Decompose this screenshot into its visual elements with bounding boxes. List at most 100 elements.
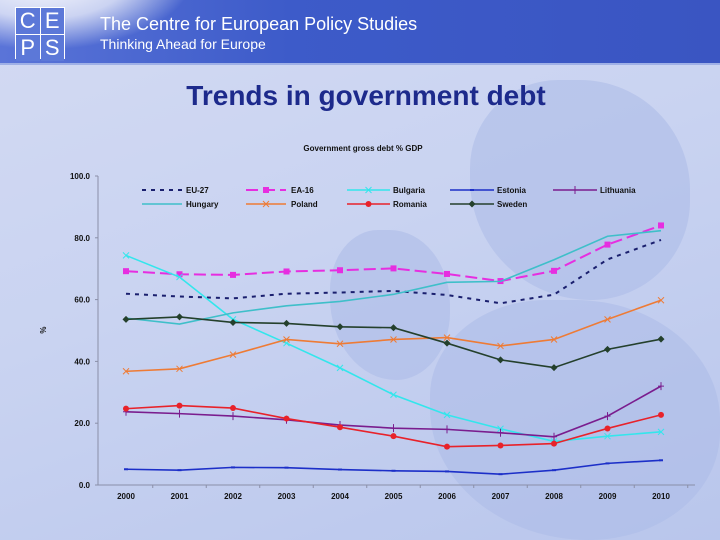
legend-label: Poland <box>291 200 318 209</box>
legend-label: Romania <box>393 200 427 209</box>
legend-item-eu-27: EU-27 <box>142 186 209 195</box>
sweden-marker <box>229 318 237 326</box>
poland-marker <box>604 316 611 323</box>
ea-16-marker <box>176 271 183 278</box>
ea-16-marker <box>337 267 343 274</box>
ea-16-marker <box>444 270 450 277</box>
sweden-marker <box>176 313 183 321</box>
lithuania-marker <box>658 382 664 391</box>
poland-marker <box>657 296 665 304</box>
estonia-line <box>125 459 662 475</box>
legend-item-sweden: Sweden <box>450 200 527 209</box>
x-tick-label: 2008 <box>545 492 563 501</box>
legend-label: Hungary <box>186 200 219 209</box>
legend-label: Estonia <box>497 186 526 195</box>
ea-16-marker <box>658 222 664 229</box>
ea-16-marker <box>123 268 129 275</box>
lithuania-marker <box>551 432 557 441</box>
lithuania-marker <box>176 409 183 418</box>
poland-marker <box>390 336 397 343</box>
legend-item-estonia: Estonia <box>450 186 526 195</box>
romania-marker <box>337 424 343 431</box>
legend-item-romania: Romania <box>347 200 427 209</box>
lithuania-marker <box>572 186 578 194</box>
logo-letter: C <box>16 8 40 34</box>
sweden-marker <box>390 324 397 332</box>
series-poland <box>122 296 665 375</box>
chart-title: Government gross debt % GDP <box>303 144 423 153</box>
legend-item-ea-16: EA-16 <box>246 186 314 195</box>
romania-marker <box>123 405 129 412</box>
sweden-marker <box>550 364 558 372</box>
x-tick-label: 2004 <box>331 492 349 501</box>
poland-marker <box>262 200 270 208</box>
ea-16-marker <box>283 268 290 275</box>
background-map-britain <box>330 230 450 380</box>
bulgaria-marker <box>176 273 183 281</box>
sweden-marker <box>336 323 344 331</box>
y-tick-label: 0.0 <box>79 481 91 490</box>
lithuania-marker <box>604 412 611 421</box>
legend-item-bulgaria: Bulgaria <box>347 186 426 195</box>
ea-16-marker <box>551 267 557 274</box>
poland-marker <box>283 336 290 343</box>
y-tick-label: 100.0 <box>70 172 91 181</box>
romania-marker <box>283 415 290 422</box>
romania-marker <box>365 201 372 207</box>
y-axis-label: % <box>39 326 48 333</box>
y-tick-label: 80.0 <box>74 234 90 243</box>
slide-title: Trends in government debt <box>186 80 546 111</box>
background-map-continent <box>430 300 720 540</box>
poland-marker <box>550 336 558 343</box>
lithuania-marker <box>497 428 504 437</box>
bulgaria-marker <box>122 252 130 259</box>
bulgaria-marker <box>497 425 504 433</box>
logo-letter: S <box>40 35 64 61</box>
x-tick-label: 2002 <box>224 492 242 501</box>
legend-label: EA-16 <box>291 186 314 195</box>
x-tick-label: 2001 <box>171 492 189 501</box>
y-tick-label: 20.0 <box>74 419 90 428</box>
romania-marker <box>551 440 557 447</box>
ceps-logo: C E P S <box>15 7 65 61</box>
x-tick-label: 2005 <box>385 492 403 501</box>
romania-marker <box>230 405 236 412</box>
y-tick-label: 60.0 <box>74 296 90 305</box>
series-bulgaria <box>122 252 665 445</box>
header-banner: C E P S The Centre for European Policy S… <box>0 0 720 65</box>
x-tick-label: 2009 <box>599 492 617 501</box>
x-tick-label: 2006 <box>438 492 456 501</box>
bulgaria-marker <box>336 364 344 372</box>
romania-marker <box>390 433 397 440</box>
bulgaria-marker <box>604 432 611 440</box>
romania-marker <box>497 442 504 449</box>
legend-label: EU-27 <box>186 186 209 195</box>
legend-item-lithuania: Lithuania <box>553 186 636 195</box>
series-romania <box>123 402 664 450</box>
poland-marker <box>497 342 504 350</box>
series-estonia <box>124 459 663 476</box>
sweden-marker <box>497 356 504 364</box>
sweden-marker <box>604 345 611 353</box>
bulgaria-marker <box>443 411 451 419</box>
sweden-marker <box>657 335 665 343</box>
legend-label: Bulgaria <box>393 186 426 195</box>
ea-16-marker <box>230 271 236 278</box>
logo-letter: E <box>40 8 64 34</box>
series-hungary <box>125 229 662 325</box>
ea-16-marker <box>390 265 397 272</box>
sweden-marker <box>443 339 451 347</box>
tagline: Thinking Ahead for Europe <box>100 36 266 52</box>
ea-16-marker <box>604 241 611 248</box>
ea-16-line <box>125 224 662 283</box>
org-name: The Centre for European Policy Studies <box>100 14 418 34</box>
legend-item-hungary: Hungary <box>142 200 219 209</box>
y-tick-label: 40.0 <box>74 357 90 366</box>
series-sweden <box>122 313 665 372</box>
series-eu-27 <box>125 239 662 305</box>
romania-marker <box>604 425 611 432</box>
poland-marker <box>443 334 451 341</box>
bulgaria-line <box>125 254 662 443</box>
ea-16-marker <box>263 187 269 193</box>
